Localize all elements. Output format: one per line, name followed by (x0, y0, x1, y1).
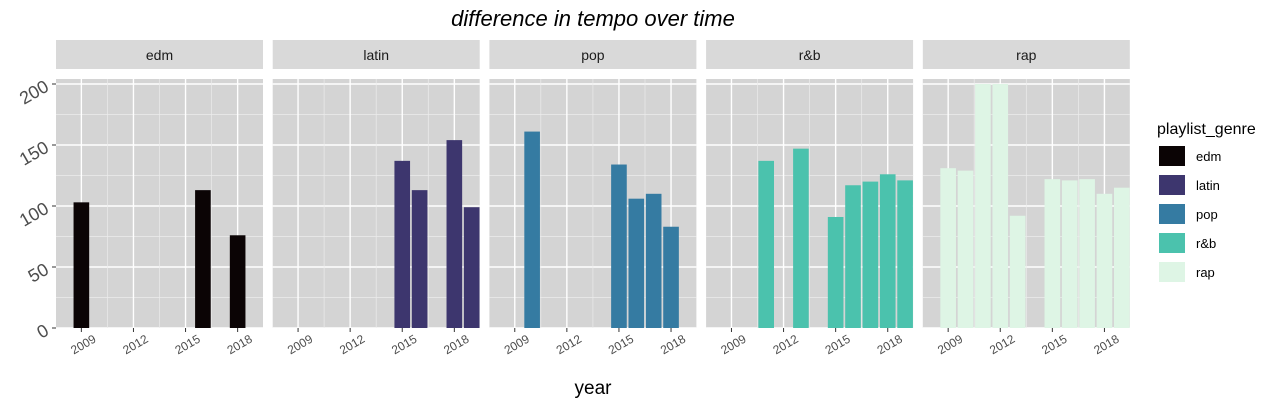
x-tick-label: 2015 (1039, 332, 1069, 358)
x-tick-label: 2009 (68, 332, 98, 358)
x-axis-label: year (575, 378, 613, 399)
bar-pop-2017 (645, 193, 662, 328)
legend-swatch (1159, 204, 1185, 224)
chart-title: difference in tempo over time (451, 6, 735, 31)
x-tick-label: 2012 (554, 332, 584, 358)
legend-swatch (1159, 233, 1185, 253)
facet-strip (922, 40, 1130, 69)
bar-edm-2009 (73, 202, 90, 328)
bar-rap-2019 (1113, 187, 1130, 328)
bar-randb-2018 (879, 174, 896, 328)
legend-item-edm: edm (1159, 146, 1221, 166)
bar-latin-2018 (446, 140, 463, 328)
legend-label: r&b (1196, 236, 1216, 251)
x-tick-label: 2018 (225, 332, 255, 358)
x-tick-label: 2012 (770, 332, 800, 358)
bar-randb-2011 (758, 160, 775, 328)
legend-swatch (1159, 262, 1185, 282)
bar-rap-2017 (1079, 179, 1095, 328)
bar-randb-2016 (845, 185, 861, 328)
y-axis: 0 50 100 150 200 (16, 76, 56, 342)
facet-panels: 0 50 100 150 200 edm 2009 2012 2015 2018 latin 2009… (16, 40, 1130, 357)
bar-latin-2019 (463, 207, 480, 328)
facet-strip (489, 40, 697, 69)
bar-rap-2016 (1061, 180, 1078, 328)
legend-swatch (1159, 175, 1185, 195)
facet-strip-label: edm (146, 47, 173, 63)
legend-title: playlist_genre (1157, 121, 1256, 138)
x-tick-label: 2009 (502, 332, 532, 358)
bar-rap-2012 (992, 84, 1009, 328)
bar-pop-2010 (524, 131, 540, 328)
x-tick-label: 2009 (935, 332, 965, 358)
bar-randb-2019 (897, 180, 913, 328)
bar-latin-2016 (411, 190, 428, 328)
y-tick-label: 200 (16, 76, 52, 108)
legend-label: rap (1196, 265, 1215, 280)
x-tick-label: 2018 (1091, 332, 1121, 358)
legend: playlist_genre edm latin pop r&b rap (1157, 121, 1256, 282)
facet-strip-label: r&b (799, 47, 821, 63)
bar-randb-2013 (793, 148, 809, 328)
bar-pop-2016 (628, 198, 645, 328)
legend-label: pop (1196, 207, 1218, 222)
bar-rap-2010 (957, 170, 974, 328)
x-tick-label: 2015 (172, 332, 202, 358)
bar-rap-2013 (1009, 215, 1026, 328)
bar-pop-2015 (611, 164, 627, 328)
legend-item-latin: latin (1159, 175, 1220, 195)
x-tick-label: 2018 (658, 332, 688, 358)
x-tick-label: 2018 (441, 332, 471, 358)
legend-label: latin (1196, 178, 1220, 193)
bar-pop-2018 (663, 226, 679, 328)
facet-pop: pop 2009 2012 2015 2018 (489, 40, 697, 358)
facet-strip (706, 40, 914, 69)
x-tick-label: 2015 (606, 332, 636, 358)
y-tick-label: 50 (25, 259, 52, 286)
facet-latin: latin 2009 2012 2015 2018 (272, 40, 480, 358)
facet-edm: edm 2009 2012 2015 2018 (56, 40, 263, 357)
bar-latin-2015 (394, 160, 411, 328)
x-tick-label: 2009 (285, 332, 315, 358)
facet-strip-label: pop (581, 47, 605, 63)
legend-label: edm (1196, 149, 1221, 164)
bar-randb-2015 (827, 216, 844, 328)
bar-rap-2009 (940, 168, 956, 328)
facet-strip-label: latin (363, 47, 389, 63)
x-tick-label: 2018 (875, 332, 905, 358)
x-tick-label: 2015 (823, 332, 853, 358)
legend-swatch (1159, 146, 1185, 166)
x-tick-label: 2012 (987, 332, 1017, 358)
facet-strip (272, 40, 480, 69)
legend-item-rap: rap (1159, 262, 1215, 282)
bar-randb-2017 (862, 181, 879, 328)
y-tick-label: 150 (16, 137, 52, 169)
facet-strip-label: rap (1016, 47, 1036, 63)
y-tick-label: 100 (16, 198, 52, 230)
facet-randb: r&b 2009 2012 2015 2018 (706, 40, 914, 358)
facet-strip (56, 40, 263, 69)
x-tick-label: 2015 (389, 332, 419, 358)
x-tick-label: 2009 (718, 332, 748, 358)
facet-rap: rap 2009 2012 2015 2018 (922, 40, 1130, 358)
x-tick-label: 2012 (337, 332, 367, 358)
bar-rap-2011 (975, 84, 991, 328)
legend-item-randb: r&b (1159, 233, 1216, 253)
legend-item-pop: pop (1159, 204, 1218, 224)
bar-rap-2015 (1044, 179, 1061, 328)
bar-edm-2018 (229, 235, 246, 328)
bar-edm-2016 (195, 190, 211, 328)
y-tick-label: 0 (33, 320, 52, 342)
x-tick-label: 2012 (120, 332, 150, 358)
bar-rap-2018 (1096, 193, 1113, 328)
